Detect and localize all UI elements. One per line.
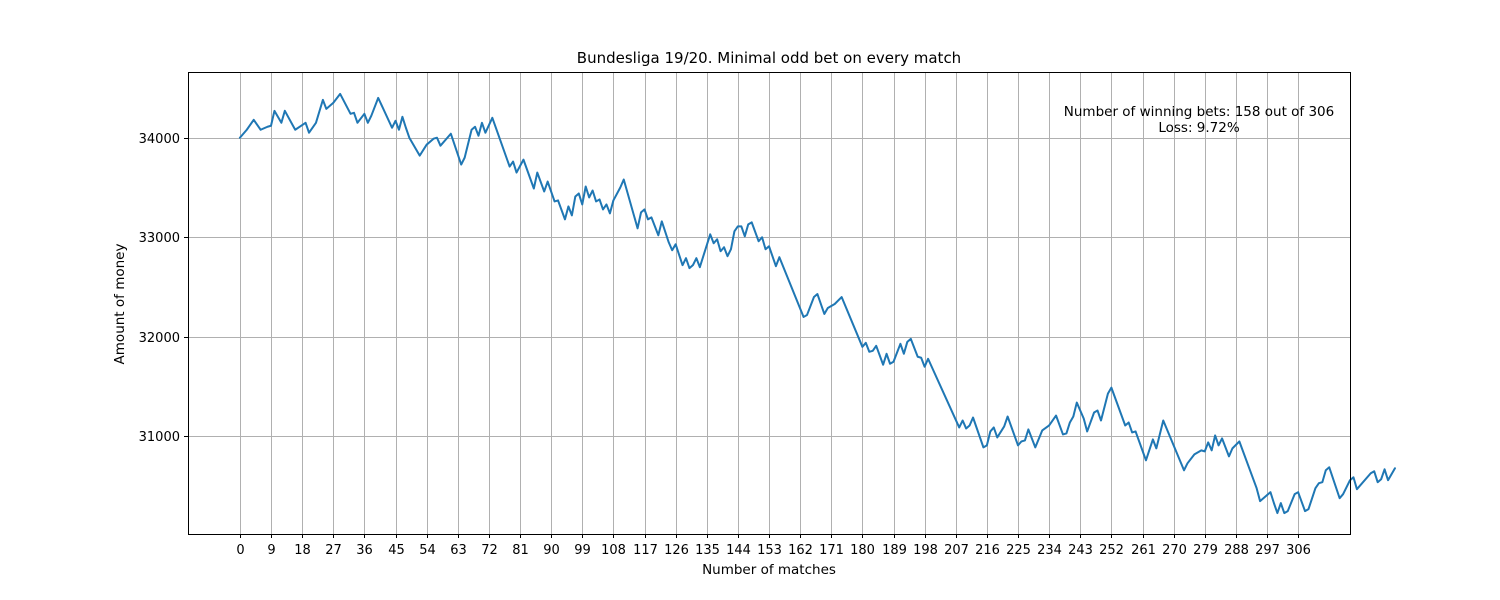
x-tick-label: 9 xyxy=(267,543,275,558)
x-tick-label: 153 xyxy=(757,543,782,558)
axis-ticks: 0 9 18 27 36 45 54 63 72 81 90 99 108 117 126 135 144 153… xyxy=(139,132,1311,558)
x-tick-label: 18 xyxy=(294,543,311,558)
x-tick-label: 288 xyxy=(1224,543,1249,558)
x-tick-label: 144 xyxy=(726,543,751,558)
x-tick-label: 270 xyxy=(1162,543,1187,558)
y-tick-label: 32000 xyxy=(139,331,180,346)
y-tick-label: 34000 xyxy=(139,132,180,147)
x-tick-label: 279 xyxy=(1193,543,1218,558)
loss-annotation: Loss: 9.72% xyxy=(1158,120,1240,136)
x-tick-label: 126 xyxy=(664,543,689,558)
y-axis-label: Amount of money xyxy=(112,244,128,365)
x-tick-label: 225 xyxy=(1006,543,1031,558)
x-tick-label: 243 xyxy=(1068,543,1093,558)
x-tick-label: 207 xyxy=(944,543,969,558)
x-tick-label: 27 xyxy=(325,543,342,558)
x-tick-label: 180 xyxy=(850,543,875,558)
x-tick-label: 72 xyxy=(481,543,498,558)
x-tick-label: 36 xyxy=(356,543,373,558)
x-tick-label: 171 xyxy=(819,543,844,558)
x-tick-label: 45 xyxy=(388,543,405,558)
x-tick-label: 252 xyxy=(1099,543,1124,558)
x-tick-label: 297 xyxy=(1255,543,1280,558)
x-tick-label: 306 xyxy=(1286,543,1311,558)
x-tick-label: 63 xyxy=(450,543,467,558)
x-tick-label: 90 xyxy=(543,543,560,558)
x-tick-label: 234 xyxy=(1037,543,1062,558)
x-tick-label: 216 xyxy=(975,543,1000,558)
x-axis-label: Number of matches xyxy=(702,562,836,578)
x-tick-label: 189 xyxy=(882,543,907,558)
x-tick-label: 81 xyxy=(512,543,529,558)
x-tick-label: 261 xyxy=(1131,543,1156,558)
x-tick-label: 198 xyxy=(913,543,938,558)
series-layer xyxy=(238,92,1396,515)
x-tick-label: 162 xyxy=(788,543,813,558)
x-tick-label: 99 xyxy=(574,543,591,558)
y-tick-label: 31000 xyxy=(139,430,180,445)
x-tick-label: 54 xyxy=(419,543,436,558)
winning-bets-annotation: Number of winning bets: 158 out of 306 xyxy=(1064,104,1334,120)
series-line xyxy=(238,92,1396,515)
y-tick-label: 33000 xyxy=(139,231,180,246)
grid-lines xyxy=(188,72,1350,534)
x-tick-label: 135 xyxy=(695,543,720,558)
x-tick-label: 0 xyxy=(236,543,244,558)
chart-title: Bundesliga 19/20. Minimal odd bet on eve… xyxy=(577,49,961,67)
x-tick-label: 117 xyxy=(633,543,658,558)
x-tick-label: 108 xyxy=(601,543,626,558)
annotation-box: Number of winning bets: 158 out of 306Lo… xyxy=(1064,104,1334,136)
